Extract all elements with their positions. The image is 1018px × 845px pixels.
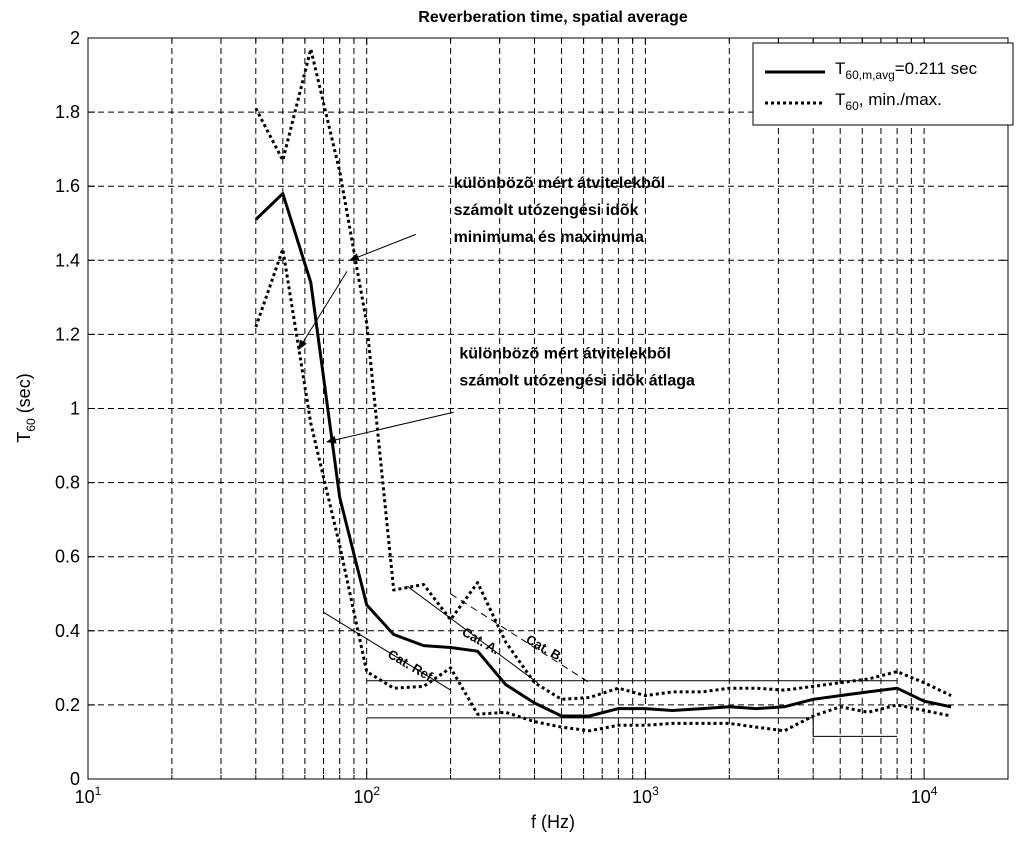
y-tick-label: 1.8 xyxy=(55,102,80,122)
category-label: Cat. Ref. xyxy=(385,646,438,685)
chart-title: Reverberation time, spatial average xyxy=(418,9,688,26)
annotation-text: minimuma és maximuma xyxy=(454,229,644,246)
legend-box xyxy=(752,42,1014,126)
annotation-text: számolt utózengési idõk xyxy=(454,202,639,219)
x-tick-label: 104 xyxy=(911,784,938,807)
y-tick-label: 0.6 xyxy=(55,547,80,567)
annotation-text: különbözõ mért átvitelekbõl xyxy=(459,345,671,362)
annotation-text: különbözõ mért átvitelekbõl xyxy=(454,175,666,192)
y-tick-label: 0.2 xyxy=(55,695,80,715)
axis-ticks: 0 0.2 0.4 0.6 0.8 1 1.2 1.4 1.6 1.8 2 101 102 103 104 xyxy=(55,28,1008,807)
x-tick-label: 103 xyxy=(632,784,659,807)
legend-label-avg: T60,m,avg=0.211 sec xyxy=(835,59,978,82)
annotation-text: számolt utózengési idõk átlaga xyxy=(459,372,695,389)
series-line-max xyxy=(254,47,952,701)
grid-lines xyxy=(88,38,1008,779)
y-tick-label: 1 xyxy=(70,399,80,419)
reference-lines: Cat. Ref. Cat. A. Cat. B. xyxy=(323,585,898,737)
x-axis-label: f (Hz) xyxy=(531,812,575,832)
y-tick-label: 0 xyxy=(70,769,80,789)
category-reference-line xyxy=(323,611,451,691)
series-line-min xyxy=(254,247,952,733)
series-lines xyxy=(254,47,952,733)
category-label: Cat. B. xyxy=(524,632,567,666)
annotations: különbözõ mért átvitelekbõl számolt utóze… xyxy=(298,175,695,444)
annotation-arrow xyxy=(325,411,454,444)
annotation-arrow xyxy=(298,271,348,351)
x-tick-label: 101 xyxy=(75,784,102,807)
category-label: Cat. A. xyxy=(460,624,503,657)
y-tick-label: 0.8 xyxy=(55,473,80,493)
y-tick-label: 2 xyxy=(70,28,80,48)
category-reference-line xyxy=(366,717,898,737)
y-tick-label: 1.2 xyxy=(55,324,80,344)
y-tick-label: 1.4 xyxy=(55,250,80,270)
legend-label-minmax: T60, min./max. xyxy=(835,90,942,113)
annotation-arrow xyxy=(348,233,416,261)
category-reference-line xyxy=(450,593,590,684)
y-tick-label: 0.4 xyxy=(55,621,80,641)
y-axis-label: T60 (sec) xyxy=(14,373,38,442)
y-tick-label: 1.6 xyxy=(55,176,80,196)
legend: T60,m,avg=0.211 sec T60, min./max. xyxy=(752,42,1014,126)
category-reference-line xyxy=(407,585,538,684)
x-tick-label: 102 xyxy=(353,784,380,807)
series-line-average xyxy=(254,192,952,718)
